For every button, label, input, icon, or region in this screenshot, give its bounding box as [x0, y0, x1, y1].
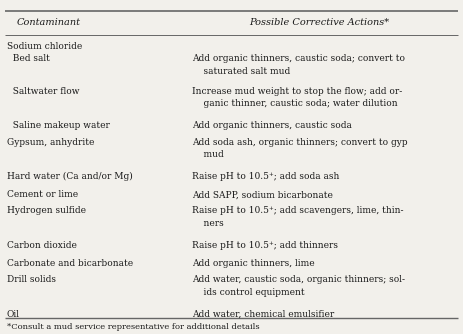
- Text: Oil: Oil: [7, 310, 20, 319]
- Text: Hard water (Ca and/or Mg): Hard water (Ca and/or Mg): [7, 172, 133, 181]
- Text: Cement or lime: Cement or lime: [7, 190, 78, 199]
- Text: Raise pH to 10.5⁺; add thinners: Raise pH to 10.5⁺; add thinners: [192, 241, 338, 250]
- Text: Add water, caustic soda, organic thinners; sol-
    ids control equipment: Add water, caustic soda, organic thinner…: [192, 275, 405, 297]
- Text: Bed salt: Bed salt: [7, 54, 50, 63]
- Text: Add soda ash, organic thinners; convert to gyp
    mud: Add soda ash, organic thinners; convert …: [192, 138, 408, 159]
- Text: Drill solids: Drill solids: [7, 275, 56, 284]
- Text: Saline makeup water: Saline makeup water: [7, 122, 110, 130]
- Text: Increase mud weight to stop the flow; add or-
    ganic thinner, caustic soda; w: Increase mud weight to stop the flow; ad…: [192, 87, 402, 108]
- Text: Carbon dioxide: Carbon dioxide: [7, 241, 77, 250]
- Text: Hydrogen sulfide: Hydrogen sulfide: [7, 206, 86, 215]
- Text: Saltwater flow: Saltwater flow: [7, 87, 80, 96]
- Text: Contaminant: Contaminant: [17, 18, 81, 27]
- Text: Add SAPP, sodium bicarbonate: Add SAPP, sodium bicarbonate: [192, 190, 333, 199]
- Text: Carbonate and bicarbonate: Carbonate and bicarbonate: [7, 259, 133, 268]
- Text: Add organic thinners, caustic soda: Add organic thinners, caustic soda: [192, 122, 352, 130]
- Text: *Consult a mud service representative for additional details: *Consult a mud service representative fo…: [7, 323, 260, 331]
- Text: Add organic thinners, caustic soda; convert to
    saturated salt mud: Add organic thinners, caustic soda; conv…: [192, 54, 405, 75]
- Text: Gypsum, anhydrite: Gypsum, anhydrite: [7, 138, 94, 147]
- Text: Possible Corrective Actions*: Possible Corrective Actions*: [250, 18, 389, 27]
- Text: Raise pH to 10.5⁺; add scavengers, lime, thin-
    ners: Raise pH to 10.5⁺; add scavengers, lime,…: [192, 206, 404, 228]
- Text: Sodium chloride: Sodium chloride: [7, 42, 82, 50]
- Text: Add organic thinners, lime: Add organic thinners, lime: [192, 259, 315, 268]
- Text: Raise pH to 10.5⁺; add soda ash: Raise pH to 10.5⁺; add soda ash: [192, 172, 339, 181]
- Text: Add water, chemical emulsifier: Add water, chemical emulsifier: [192, 310, 334, 319]
